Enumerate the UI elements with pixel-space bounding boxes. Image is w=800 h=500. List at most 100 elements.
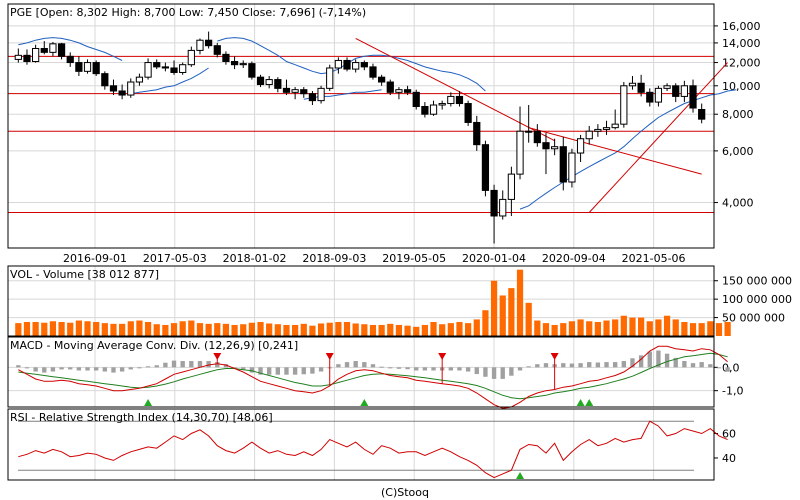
volume-bar <box>482 310 489 336</box>
volume-bar <box>162 324 169 336</box>
volume-bar <box>222 323 230 336</box>
volume-bar <box>127 321 134 336</box>
candle-body <box>507 173 515 200</box>
candle-body <box>620 85 628 125</box>
macd-histogram-bar <box>587 362 592 368</box>
candle-body <box>256 76 265 86</box>
macd-histogram-bar <box>612 362 618 368</box>
macd-histogram-bar <box>362 362 367 368</box>
macd-histogram-bar <box>682 361 687 368</box>
candle-body <box>326 67 334 89</box>
macd-histogram-bar <box>301 367 306 375</box>
candle-body <box>109 85 118 92</box>
macd-histogram-bar <box>128 367 133 370</box>
volume-tick-label: 50 000 000 <box>722 312 785 325</box>
candle-body <box>360 62 368 68</box>
candle-body <box>196 39 204 51</box>
x-tick-label: 2020-09-04 <box>542 252 606 265</box>
candle-body <box>274 79 282 89</box>
macd-histogram-bar <box>690 363 696 368</box>
macd-histogram-bar <box>180 361 185 368</box>
volume-tick-label: 150 000 000 <box>722 275 792 288</box>
candle-body <box>153 62 161 68</box>
macd-histogram-bar <box>604 362 609 368</box>
trend-line <box>588 62 728 213</box>
volume-bar <box>663 315 671 336</box>
candle-body <box>135 76 144 83</box>
macd-histogram-bar <box>561 363 566 368</box>
macd-histogram-bar <box>673 357 678 368</box>
candle-body <box>533 130 541 144</box>
macd-histogram-bar <box>163 362 168 368</box>
candle-body <box>412 91 420 107</box>
volume-bar <box>257 322 264 336</box>
candle-body <box>429 104 438 115</box>
candle-body <box>265 79 273 86</box>
volume-bar <box>646 321 653 336</box>
volume-bar <box>153 324 160 336</box>
volume-bar <box>542 323 550 336</box>
volume-bar <box>629 317 636 336</box>
macd-histogram-bar <box>388 367 393 369</box>
volume-bar <box>136 320 143 336</box>
volume-bar <box>456 322 463 336</box>
volume-bar <box>266 323 273 336</box>
volume-bar <box>655 319 662 336</box>
candle-body <box>421 105 429 115</box>
volume-bar <box>638 317 645 336</box>
trend-line <box>355 37 555 142</box>
volume-bar <box>534 320 541 336</box>
volume-bar <box>343 322 351 336</box>
volume-bar <box>15 323 22 336</box>
volume-bar <box>516 269 524 336</box>
macd-histogram-bar <box>491 367 497 379</box>
trend-line <box>528 127 702 175</box>
macd-histogram-bar <box>716 367 722 369</box>
candle-body <box>161 66 169 69</box>
candle-body <box>455 95 464 105</box>
macd-histogram-bar <box>241 367 246 370</box>
volume-bar <box>603 320 610 336</box>
candle-body <box>516 130 524 175</box>
candle-body <box>187 49 195 66</box>
y-tick-label: 4,000 <box>722 197 754 210</box>
volume-bar <box>119 323 126 336</box>
bollinger-lower-line <box>519 89 737 210</box>
volume-bar <box>352 323 359 336</box>
buy-signal-marker <box>576 399 585 406</box>
candle-body <box>14 54 22 60</box>
volume-bar <box>499 295 506 336</box>
volume-bar <box>508 288 515 336</box>
candle-body <box>490 189 498 217</box>
volume-bar <box>248 322 255 336</box>
volume-bar <box>404 325 411 336</box>
candle-body <box>395 89 403 93</box>
candle-body <box>611 123 619 129</box>
volume-bar <box>101 323 108 336</box>
macd-histogram-bar <box>33 367 38 372</box>
volume-bar <box>240 324 247 336</box>
candle-body <box>576 138 585 154</box>
candle-body <box>40 47 48 53</box>
macd-histogram-bar <box>215 362 220 368</box>
candle-body <box>672 85 680 97</box>
macd-histogram-bar <box>543 363 549 368</box>
macd-histogram-bar <box>232 367 237 369</box>
volume-bar <box>560 323 567 336</box>
x-tick-label: 2017-05-03 <box>143 252 207 265</box>
volume-bar <box>170 323 178 336</box>
volume-bar <box>395 324 403 336</box>
y-tick-label: 6,000 <box>722 145 754 158</box>
volume-bar <box>430 322 437 336</box>
macd-histogram-bar <box>448 367 454 371</box>
candle-body <box>568 152 576 183</box>
y-tick-label: 12,000 <box>722 57 761 70</box>
panel-border <box>7 3 715 249</box>
macd-histogram-bar <box>59 367 64 370</box>
macd-histogram-bar <box>595 362 601 368</box>
macd-histogram-bar <box>465 367 471 372</box>
candle-body <box>654 87 663 103</box>
